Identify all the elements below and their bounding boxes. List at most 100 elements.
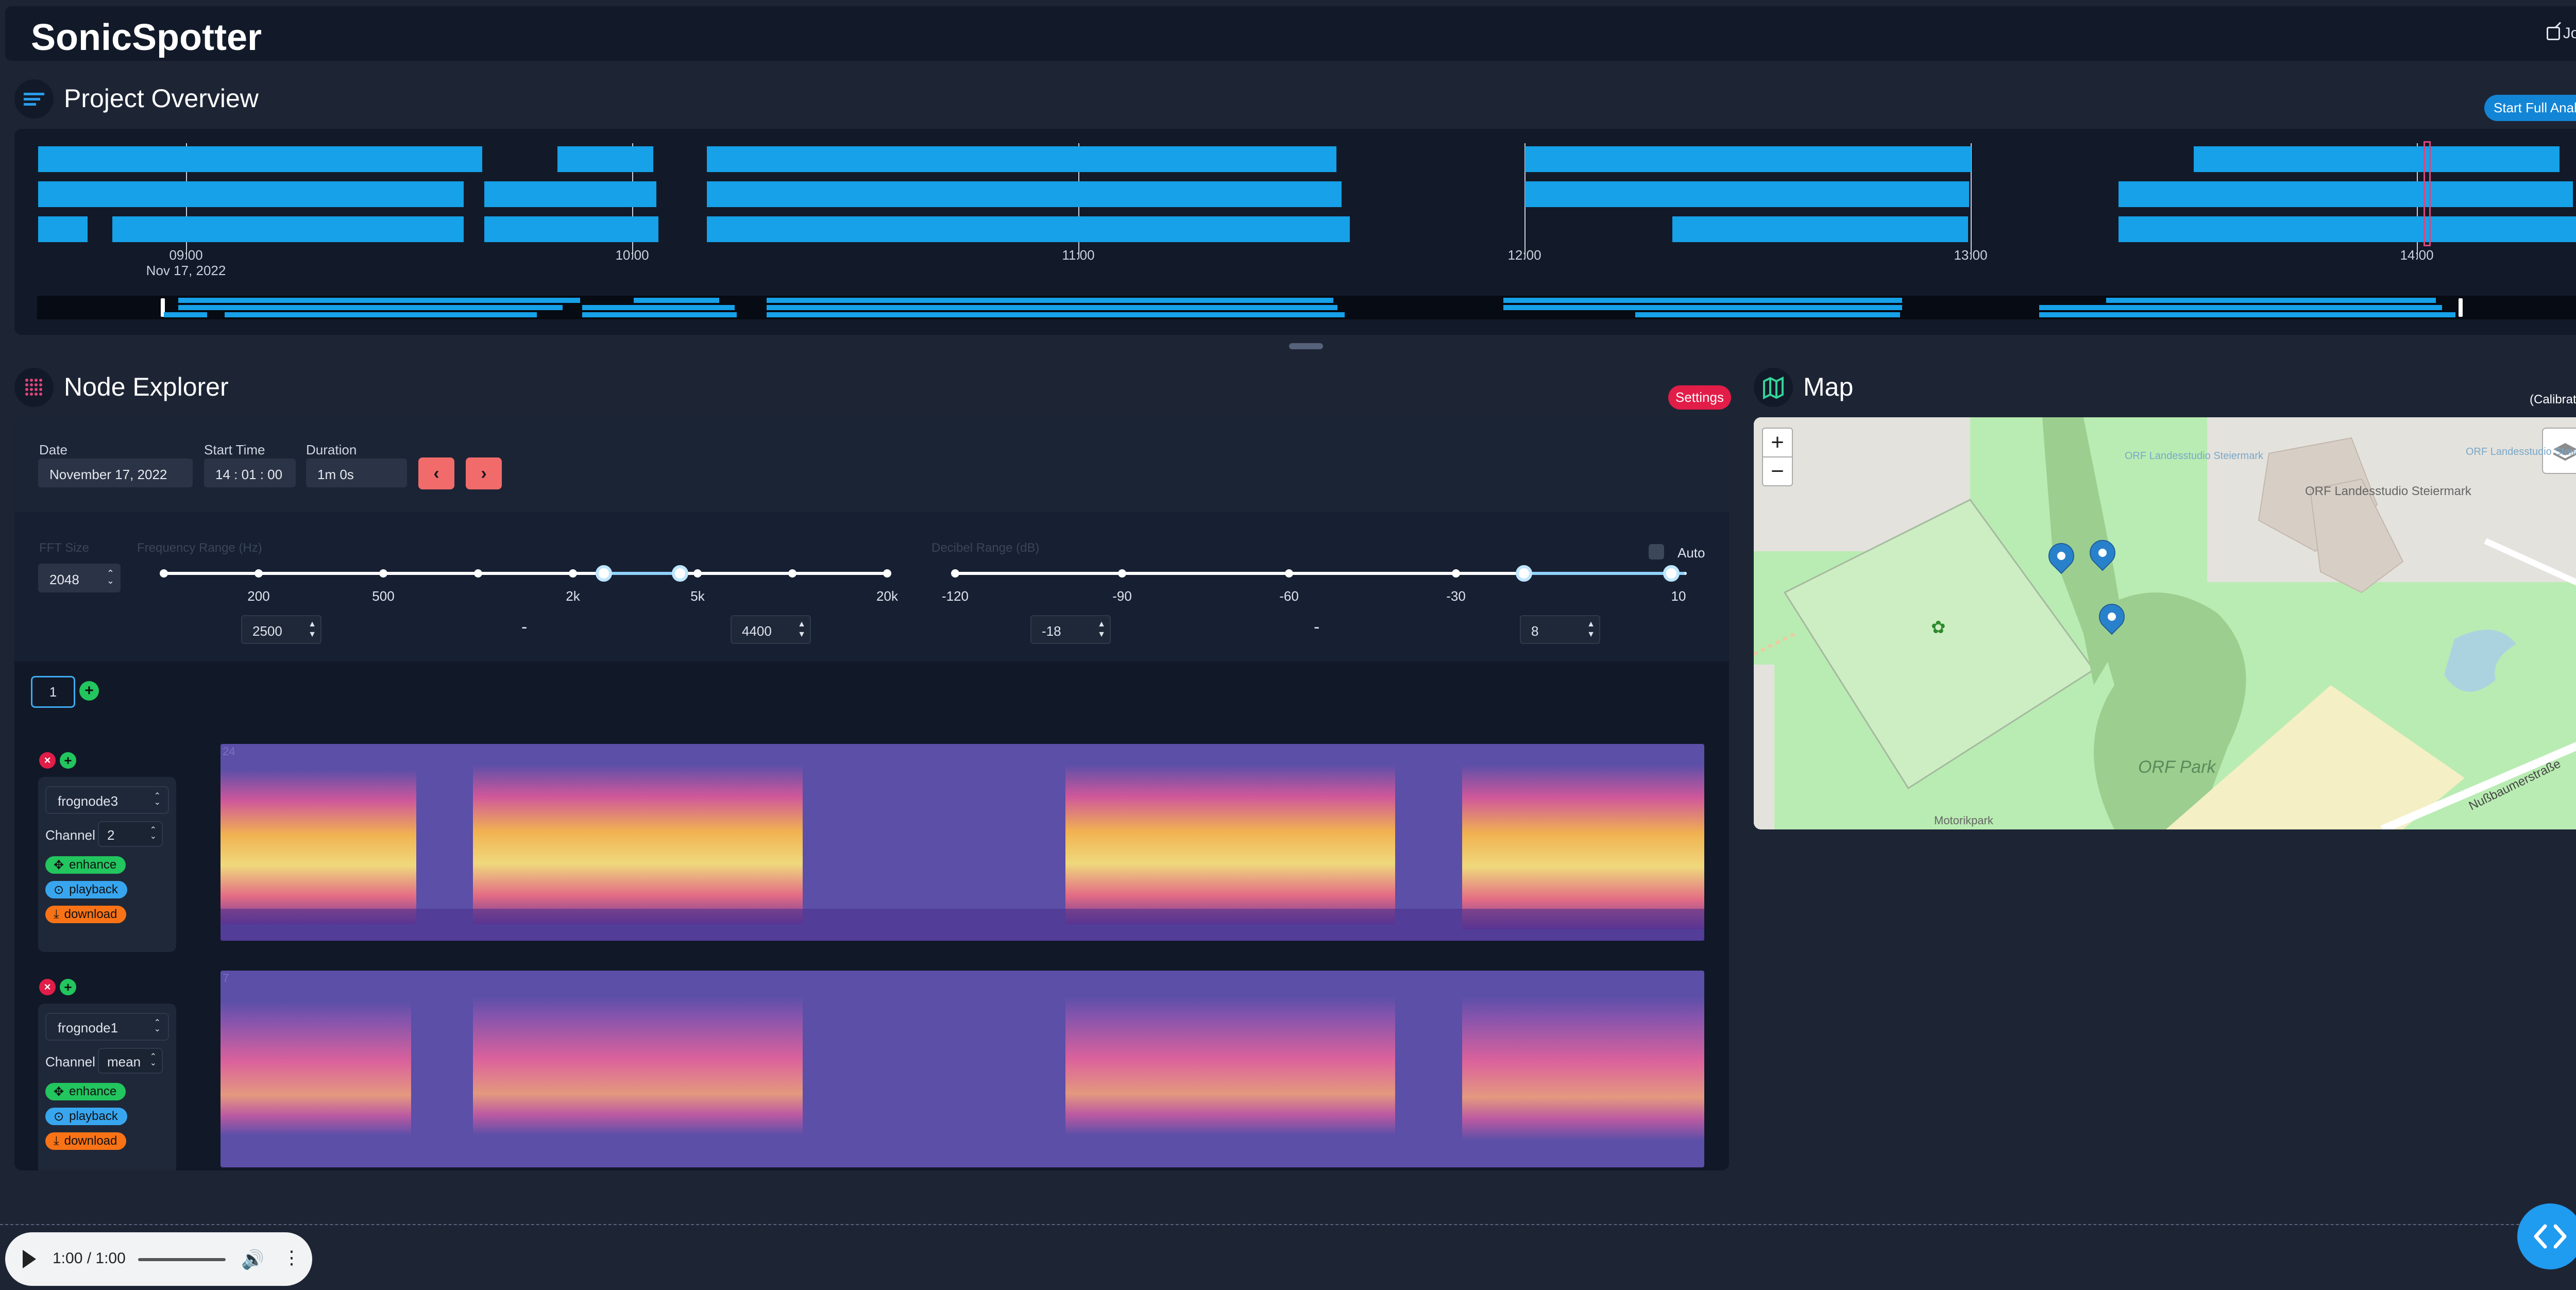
duration-input[interactable]: 1m 0s	[306, 459, 407, 487]
tab-1[interactable]: 1	[31, 676, 75, 708]
navigator-bar	[767, 298, 1333, 303]
recording-bar[interactable]	[2194, 146, 2560, 172]
download-button[interactable]: ⤓ download	[45, 1132, 127, 1150]
navigator-right-handle[interactable]	[2459, 298, 2463, 317]
calibration-link[interactable]: (Calibration)	[2530, 393, 2576, 406]
decibel-max-knob[interactable]	[1663, 565, 1680, 582]
spinner-icon[interactable]: ▲ ▼	[308, 620, 316, 639]
selection-marker[interactable]	[2424, 141, 2431, 246]
map-view[interactable]: + − ORF Landesstudio Steiermark ORF Park…	[1754, 417, 2576, 829]
navigator-left-handle[interactable]	[161, 298, 165, 317]
channel-select[interactable]: mean ⌃ ⌄	[98, 1048, 163, 1074]
frequency-min-knob[interactable]	[596, 565, 612, 582]
decibel-tick-label: -30	[1446, 588, 1466, 604]
recording-bar[interactable]	[484, 216, 658, 242]
time-label: 14:00	[2400, 247, 2434, 263]
recording-bar[interactable]	[112, 216, 464, 242]
recording-bar[interactable]	[38, 146, 482, 172]
map-label: ORF Landesstudio Steiermark	[2125, 450, 2264, 462]
play-circle-icon: ⊙	[54, 882, 64, 897]
spinner-icon[interactable]: ▲ ▼	[798, 620, 806, 639]
recording-bar[interactable]	[1525, 181, 1969, 207]
spinner-icon[interactable]: ▲ ▼	[1097, 620, 1106, 639]
remove-node-button[interactable]: ×	[39, 979, 56, 995]
recording-bar[interactable]	[557, 146, 653, 172]
channel-select[interactable]: 2 ⌃ ⌄	[98, 821, 163, 847]
node-select[interactable]: frognode1 ⌃ ⌄	[45, 1013, 169, 1041]
recording-bar[interactable]	[707, 181, 1342, 207]
code-toggle-button[interactable]	[2517, 1203, 2576, 1269]
recording-bar[interactable]	[707, 216, 1350, 242]
decibel-min-knob[interactable]	[1516, 565, 1532, 582]
node-card: frognode3 ⌃ ⌄ Channel 2 ⌃ ⌄ ✥ enhance ⊙ playba…	[38, 777, 176, 952]
range-separator: -	[1314, 617, 1320, 637]
decibel-min-input[interactable]: -18 ▲ ▼	[1030, 615, 1111, 644]
slider-tick	[255, 569, 263, 578]
spectrogram-image	[221, 765, 1704, 941]
playback-button[interactable]: ⊙ playback	[45, 1108, 127, 1125]
more-vertical-icon[interactable]: ⋮	[282, 1247, 301, 1268]
recording-bar[interactable]	[38, 181, 464, 207]
playback-button[interactable]: ⊙ playback	[45, 881, 127, 898]
node-explorer-panel: Date November 17, 2022 Start Time 14 : 0…	[14, 416, 1729, 1170]
previous-button[interactable]: ‹	[418, 457, 454, 489]
resize-handle[interactable]	[1289, 343, 1323, 349]
settings-button[interactable]: Settings	[1668, 385, 1731, 410]
download-button[interactable]: ⤓ download	[45, 906, 127, 923]
brand-logo[interactable]: SonicSpotter	[31, 17, 262, 58]
spectrogram[interactable]: 24	[221, 744, 1704, 941]
add-node-button[interactable]: +	[60, 979, 76, 995]
zoom-out-button[interactable]: −	[1762, 456, 1793, 486]
volume-icon[interactable]: 🔊	[241, 1249, 264, 1270]
spectrogram[interactable]: 7	[221, 971, 1704, 1167]
frequency-tick-label: 2k	[566, 588, 580, 604]
fft-size-select[interactable]: 2048 ⌃ ⌄	[38, 564, 121, 592]
decibel-tick-label: -120	[941, 588, 969, 604]
download-icon: ⤓	[54, 907, 59, 921]
spinner-icon[interactable]: ▲ ▼	[1587, 620, 1595, 639]
layers-button[interactable]	[2542, 428, 2576, 474]
decibel-tick-label: -90	[1112, 588, 1132, 604]
close-icon: ×	[44, 980, 51, 993]
jobs-label: Jobs	[2563, 25, 2576, 42]
zoom-in-button[interactable]: +	[1762, 428, 1793, 457]
navigator-bar	[582, 305, 735, 310]
navigator-bar	[225, 312, 537, 317]
recording-bar[interactable]	[484, 181, 656, 207]
audio-progress-bar[interactable]	[138, 1258, 226, 1261]
spectrogram-corner-label: 7	[223, 972, 229, 985]
recording-bar[interactable]	[707, 146, 1336, 172]
timeline-navigator[interactable]	[37, 296, 2576, 319]
enhance-button[interactable]: ✥ enhance	[45, 856, 126, 874]
frequency-max-knob[interactable]	[672, 565, 688, 582]
add-node-button[interactable]: +	[60, 752, 76, 769]
node-select[interactable]: frognode3 ⌃ ⌄	[45, 786, 169, 814]
chevron-updown-icon: ⌃ ⌄	[106, 568, 114, 586]
decibel-max-input[interactable]: 8 ▲ ▼	[1520, 615, 1600, 644]
overview-timeline[interactable]: 09:00 Nov 17, 2022 10:00 11:00 12:00 13:…	[14, 129, 2576, 335]
frequency-min-input[interactable]: 2500 ▲ ▼	[241, 615, 321, 644]
next-button[interactable]: ›	[466, 457, 502, 489]
duration-label: Duration	[306, 442, 357, 457]
download-label: download	[64, 1134, 117, 1148]
start-time-input[interactable]: 14 : 01 : 00	[204, 459, 296, 487]
add-tab-button[interactable]: +	[79, 681, 99, 701]
recording-bar[interactable]	[1672, 216, 1968, 242]
navigator-bar	[2039, 312, 2455, 317]
date-input[interactable]: November 17, 2022	[38, 459, 193, 487]
recording-bar[interactable]	[2119, 181, 2573, 207]
frequency-slider-track[interactable]	[164, 572, 891, 575]
range-separator: -	[521, 617, 528, 637]
remove-node-button[interactable]: ×	[39, 752, 56, 769]
auto-checkbox[interactable]	[1649, 544, 1664, 559]
recording-bar[interactable]	[38, 216, 88, 242]
audio-player[interactable]: 1:00 / 1:00 🔊 ⋮	[5, 1232, 312, 1286]
play-icon[interactable]	[23, 1250, 36, 1268]
enhance-button[interactable]: ✥ enhance	[45, 1083, 126, 1100]
recording-bar[interactable]	[2119, 216, 2576, 242]
recording-bar[interactable]	[1525, 146, 1971, 172]
jobs-link[interactable]: Jobs	[2546, 25, 2576, 42]
start-full-analysis-button[interactable]: Start Full Analysis	[2484, 95, 2576, 121]
decibel-slider-track[interactable]	[955, 572, 1687, 575]
frequency-max-input[interactable]: 4400 ▲ ▼	[731, 615, 811, 644]
